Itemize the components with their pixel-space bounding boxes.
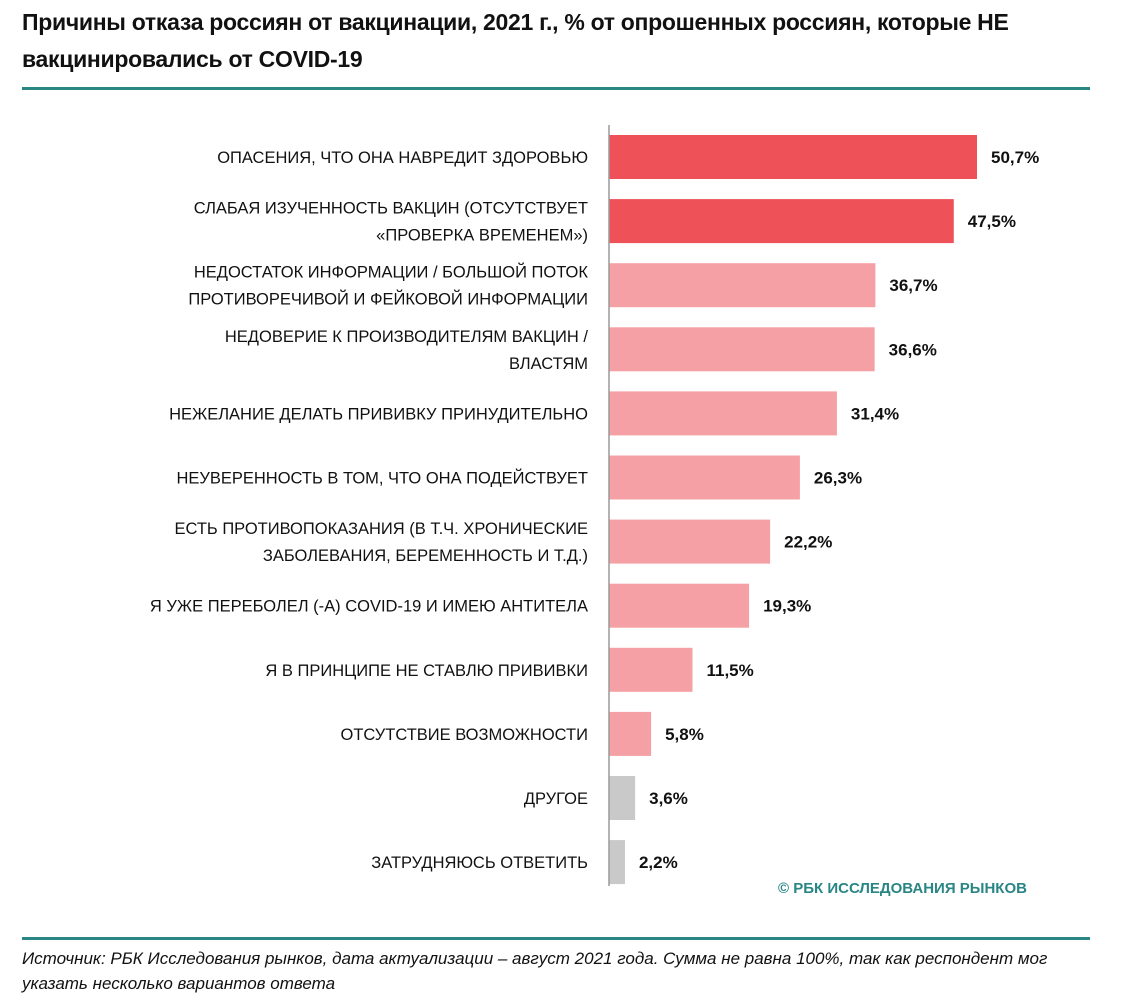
bar [609, 840, 625, 885]
category-label: НЕДОВЕРИЕ К ПРОИЗВОДИТЕЛЯМ ВАКЦИН / [225, 328, 589, 346]
bar [609, 327, 875, 372]
bar [609, 455, 800, 500]
category-label: ВЛАСТЯМ [509, 355, 588, 373]
category-label: Я В ПРИНЦИПЕ НЕ СТАВЛЮ ПРИВИВКИ [265, 662, 588, 680]
bar [609, 711, 652, 756]
bar [609, 776, 636, 820]
bar [609, 583, 750, 628]
data-label: 36,7% [889, 276, 937, 295]
data-label: 31,4% [851, 404, 899, 423]
category-label: ДРУГОЕ [524, 790, 588, 808]
category-label: ОТСУТСТВИЕ ВОЗМОЖНОСТИ [340, 726, 588, 744]
bar [609, 263, 876, 308]
data-label: 50,7% [991, 148, 1039, 167]
category-label: ЕСТЬ ПРОТИВОПОКАЗАНИЯ (В Т.Ч. ХРОНИЧЕСКИ… [174, 520, 588, 538]
footer-divider [22, 937, 1090, 940]
chart-title: Причины отказа россиян от вакцинации, 20… [22, 9, 1009, 72]
bar [609, 519, 771, 564]
data-label: 5,8% [665, 725, 704, 744]
data-label: 11,5% [706, 661, 753, 680]
data-label: 36,6% [889, 340, 937, 359]
bar [609, 135, 977, 179]
bar [609, 647, 693, 692]
bar [609, 391, 837, 436]
bar [609, 199, 954, 244]
copyright-label: © РБК ИССЛЕДОВАНИЯ РЫНКОВ [778, 880, 1027, 897]
data-label: 22,2% [784, 533, 832, 552]
category-label: «ПРОВЕРКА ВРЕМЕНЕМ») [376, 227, 588, 245]
category-label: НЕУВЕРЕННОСТЬ В ТОМ, ЧТО ОНА ПОДЕЙСТВУЕТ [176, 469, 588, 488]
category-label: Я УЖЕ ПЕРЕБОЛЕЛ (-А) COVID-19 И ИМЕЮ АНТ… [150, 598, 588, 616]
category-label: ОПАСЕНИЯ, ЧТО ОНА НАВРЕДИТ ЗДОРОВЬЮ [217, 149, 588, 167]
category-label: НЕДОСТАТОК ИНФОРМАЦИИ / БОЛЬШОЙ ПОТОК [194, 263, 589, 282]
category-label: ПРОТИВОРЕЧИВОЙ И ФЕЙКОВОЙ ИНФОРМАЦИИ [188, 290, 588, 309]
data-label: 2,2% [639, 853, 678, 872]
category-label: ЗАБОЛЕВАНИЯ, БЕРЕМЕННОСТЬ И Т.Д.) [263, 547, 588, 565]
data-label: 47,5% [968, 212, 1016, 231]
data-label: 3,6% [649, 789, 688, 808]
category-label: ЗАТРУДНЯЮСЬ ОТВЕТИТЬ [371, 854, 588, 872]
data-label: 26,3% [814, 469, 862, 488]
data-label: 19,3% [763, 597, 811, 616]
category-label: СЛАБАЯ ИЗУЧЕННОСТЬ ВАКЦИН (ОТСУТСТВУЕТ [194, 200, 588, 218]
title-divider [22, 87, 1090, 90]
source-note: Источник: РБК Исследования рынков, дата … [22, 949, 1048, 993]
category-label: НЕЖЕЛАНИЕ ДЕЛАТЬ ПРИВИВКУ ПРИНУДИТЕЛЬНО [169, 405, 588, 423]
